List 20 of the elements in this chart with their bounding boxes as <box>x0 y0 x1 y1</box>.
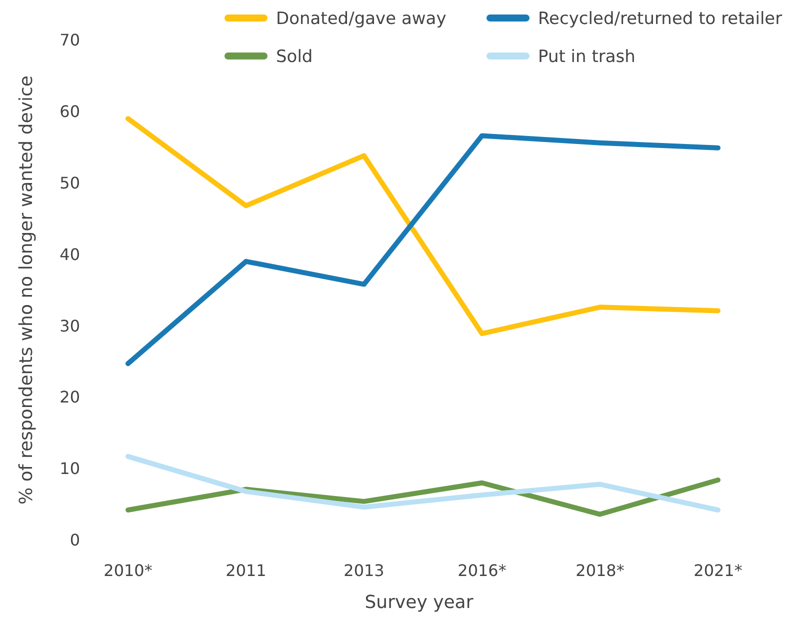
legend-label: Sold <box>276 46 313 67</box>
y-tick-label: 0 <box>70 530 80 550</box>
y-tick-label: 70 <box>60 30 80 50</box>
y-tick-label: 10 <box>60 459 80 478</box>
legend-label: Donated/gave away <box>276 8 446 29</box>
y-tick-label: 50 <box>60 173 80 192</box>
legend-label: Recycled/returned to retailer <box>538 8 782 29</box>
legend-label: Put in trash <box>538 46 636 67</box>
y-axis-title: % of respondents who no longer wanted device <box>16 76 37 504</box>
y-tick-label: 40 <box>60 244 80 264</box>
x-tick-label: 2021* <box>694 561 742 580</box>
y-tick-label: 20 <box>60 388 80 407</box>
y-tick-label: 30 <box>60 316 80 336</box>
y-tick-label: 60 <box>60 102 80 122</box>
x-tick-label: 2016* <box>458 561 506 580</box>
x-axis-title: Survey year <box>364 592 474 613</box>
x-tick-label: 2013 <box>344 561 384 580</box>
x-tick-label: 2010* <box>104 561 152 580</box>
x-tick-label: 2011 <box>226 561 266 580</box>
x-tick-label: 2018* <box>576 561 624 580</box>
